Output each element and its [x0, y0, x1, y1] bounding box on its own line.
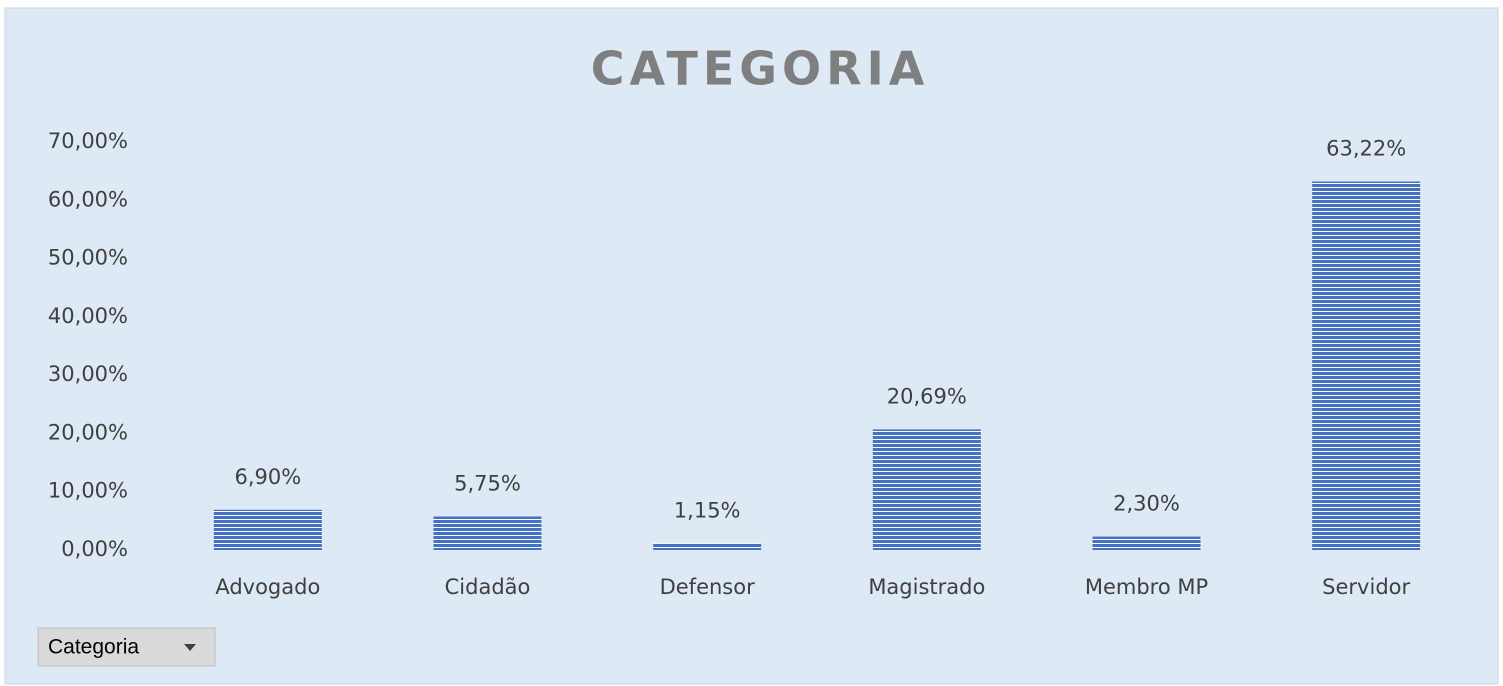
filter-button[interactable]: Categoria [37, 627, 216, 667]
x-tick-label: Advogado [215, 575, 320, 599]
x-tick-label: Defensor [660, 575, 756, 599]
filter-button-bg[interactable] [37, 627, 216, 667]
y-tick-label: 10,00% [48, 479, 128, 503]
y-tick-label: 0,00% [61, 537, 128, 561]
x-tick-label: Cidadão [445, 575, 531, 599]
data-label: 20,69% [887, 384, 967, 408]
data-label: 6,90% [234, 465, 301, 489]
data-label: 1,15% [674, 498, 741, 522]
bar [433, 516, 542, 550]
x-tick-label: Servidor [1322, 575, 1410, 599]
data-label: 5,75% [454, 471, 521, 495]
dropdown-arrow[interactable] [184, 644, 196, 651]
data-label: 2,30% [1113, 492, 1180, 516]
y-tick-label: 50,00% [48, 246, 128, 270]
x-tick-label: Magistrado [868, 575, 985, 599]
y-tick-label: 40,00% [48, 304, 128, 328]
filter-button-label[interactable]: Categoria [48, 636, 139, 659]
chart-area [4, 7, 1499, 685]
chart-title: CATEGORIA [591, 42, 930, 96]
bar [653, 543, 762, 550]
y-tick-label: 70,00% [48, 129, 128, 153]
bar [213, 509, 322, 550]
bar [1312, 181, 1421, 551]
y-tick-label: 60,00% [48, 187, 128, 211]
x-tick-label: Membro MP [1085, 575, 1208, 599]
y-tick-label: 30,00% [48, 362, 128, 386]
y-tick-label: 20,00% [48, 420, 128, 444]
bar [1092, 536, 1201, 550]
bar [872, 429, 981, 550]
data-label: 63,22% [1326, 137, 1406, 161]
